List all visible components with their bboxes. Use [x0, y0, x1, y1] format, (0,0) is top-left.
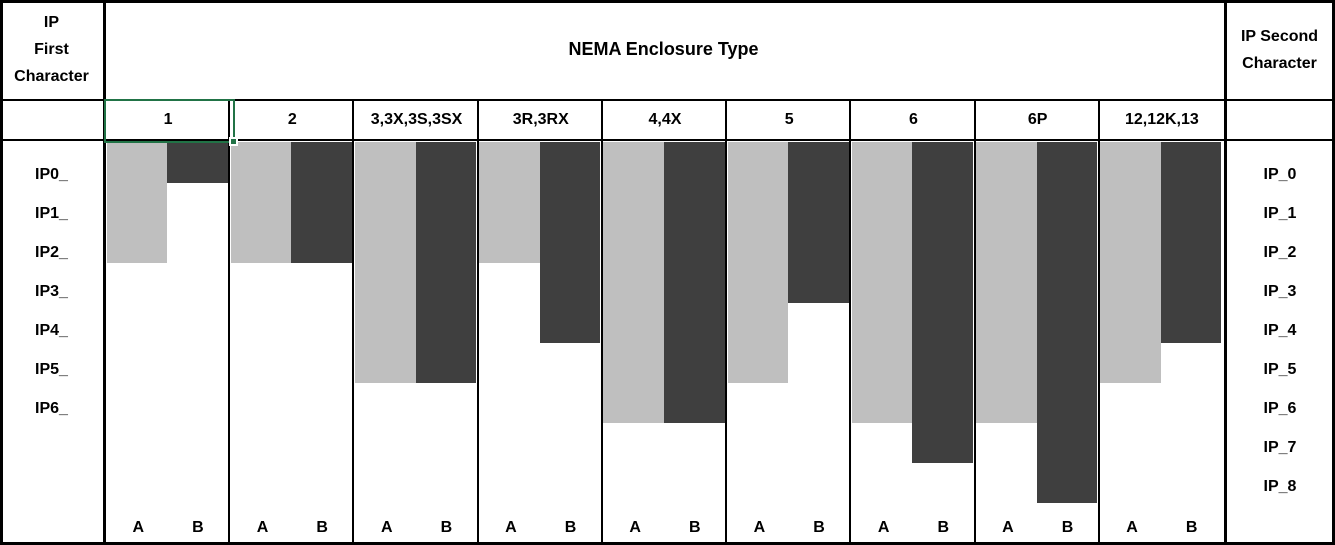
row-label-ip-second: IP_4	[1263, 321, 1297, 339]
right-column-border	[1224, 0, 1227, 542]
column-separator	[476, 99, 479, 542]
column-separator	[973, 99, 976, 542]
bar-a	[727, 142, 789, 383]
row-label-ip-second: IP_2	[1263, 243, 1297, 261]
nema-col-header-8[interactable]: 6P	[1027, 111, 1048, 128]
row-label-ip-first: IP0_	[35, 165, 68, 183]
row-label-ip-second: IP_5	[1263, 361, 1297, 378]
selection-fill-handle[interactable]	[229, 137, 238, 146]
bar-letter-b: B	[440, 519, 453, 536]
column-separator	[725, 99, 728, 542]
bar-letter-b: B	[316, 519, 328, 536]
row-label-ip-first: IP1_	[35, 204, 68, 222]
row-label-ip-first: IP3_	[35, 282, 68, 300]
bar-letter-b: B	[192, 519, 204, 536]
nema-col-header-5[interactable]: 4,4X	[648, 111, 682, 128]
column-separator	[849, 99, 852, 542]
bar-a	[976, 142, 1037, 423]
nema-col-header-6[interactable]: 5	[784, 111, 794, 128]
column-separator	[600, 99, 603, 542]
row-label-ip-second: IP_8	[1263, 478, 1297, 496]
nema-enclosure-type-title: NEMA Enclosure Type	[568, 39, 759, 59]
row-label-ip-second: IP_7	[1263, 439, 1297, 457]
bar-b	[415, 142, 477, 383]
bar-letter-a: A	[1126, 519, 1138, 536]
nema-col-header-7[interactable]: 6	[908, 111, 918, 128]
bar-letter-a: A	[1002, 519, 1014, 536]
bar-b	[788, 142, 849, 303]
bar-a	[230, 142, 292, 263]
nema-col-header-9[interactable]: 12,12K,13	[1124, 111, 1199, 128]
bar-letter-b: B	[813, 519, 825, 536]
ip-second-character-header: IP Second Character	[1240, 27, 1319, 72]
nema-col-header-3[interactable]: 3,3X,3S,3SX	[370, 111, 463, 128]
subheader-row-divider	[0, 139, 1335, 141]
column-separator	[228, 99, 231, 542]
nema-col-header-1[interactable]: 1	[163, 111, 173, 128]
bar-a	[1100, 142, 1161, 383]
bar-b	[1160, 142, 1222, 343]
bar-letter-a: A	[256, 519, 269, 536]
row-label-ip-first: IP2_	[35, 243, 68, 261]
nema-col-header-2[interactable]: 2	[287, 111, 297, 128]
bar-b	[1036, 142, 1098, 503]
row-label-ip-second: IP_1	[1263, 204, 1297, 222]
row-label-ip-first: IP6_	[35, 400, 68, 418]
bar-letter-b: B	[689, 519, 701, 536]
bar-letter-a: A	[380, 519, 393, 536]
bar-a	[106, 142, 168, 263]
row-label-ip-first: IP5_	[35, 361, 68, 378]
bar-letter-a: A	[132, 519, 145, 536]
bar-b	[664, 142, 725, 423]
bar-b	[291, 142, 352, 263]
row-label-ip-second: IP_6	[1263, 400, 1297, 418]
bar-letter-b: B	[564, 519, 577, 536]
bar-letter-b: B	[1185, 519, 1198, 536]
bar-a	[603, 142, 664, 423]
selected-cell-outline[interactable]	[104, 99, 238, 146]
bar-letter-b: B	[1061, 519, 1074, 536]
bar-letter-a: A	[505, 519, 517, 536]
row-label-ip-second: IP_0	[1263, 165, 1297, 183]
column-separator	[352, 99, 355, 542]
bar-b	[167, 142, 228, 183]
header-row-divider	[0, 99, 1335, 101]
bar-letter-a: A	[877, 519, 890, 536]
bar-letter-a: A	[629, 519, 641, 536]
bar-letter-a: A	[753, 519, 766, 536]
left-column-border	[103, 0, 106, 542]
row-label-ip-second: IP_3	[1263, 282, 1297, 300]
bar-letter-b: B	[937, 519, 950, 536]
bar-b	[912, 142, 974, 463]
bar-b	[539, 142, 601, 343]
bar-a	[479, 142, 540, 263]
bar-a	[354, 142, 416, 383]
row-label-ip-first: IP4_	[35, 321, 68, 339]
nema-col-header-4[interactable]: 3R,3RX	[512, 111, 569, 128]
ip-first-character-header: IP First Character	[14, 14, 89, 85]
bar-a	[851, 142, 913, 423]
column-separator	[1097, 99, 1100, 542]
